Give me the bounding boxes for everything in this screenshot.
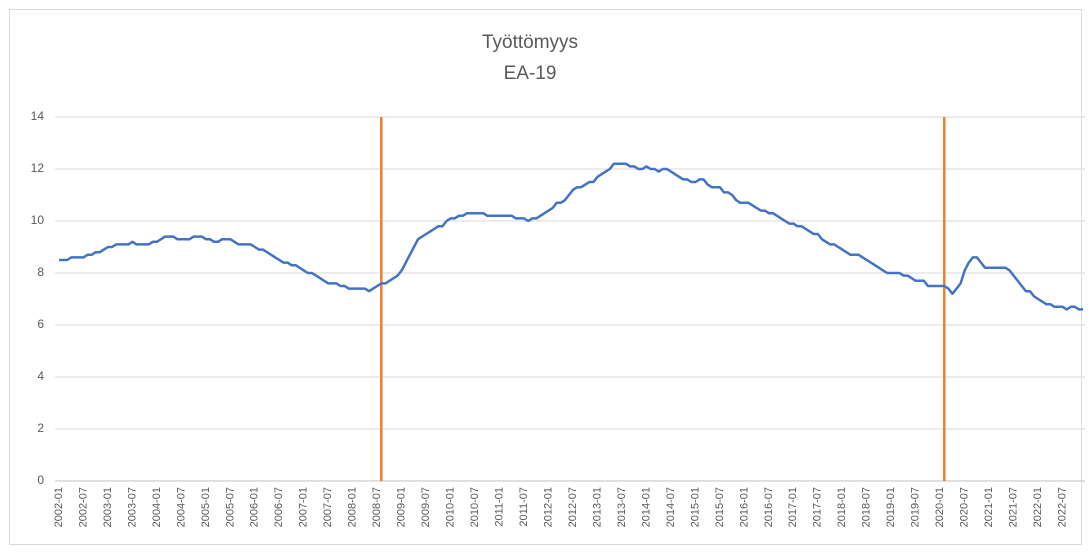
x-tick-label: 2016-07 xyxy=(763,487,775,527)
x-tick-label: 2021-07 xyxy=(1008,487,1020,527)
x-tick-label: 2005-01 xyxy=(200,487,212,527)
chart-border xyxy=(9,9,1082,545)
x-tick-label: 2012-07 xyxy=(567,487,579,527)
x-tick-label: 2014-01 xyxy=(640,487,652,527)
x-tick-label: 2010-01 xyxy=(445,487,457,527)
x-tick-label: 2021-01 xyxy=(983,487,995,527)
x-tick-label: 2018-07 xyxy=(861,487,873,527)
chart-title: Työttömyys xyxy=(482,32,578,53)
x-tick-label: 2007-01 xyxy=(298,487,310,527)
x-tick-label: 2006-01 xyxy=(249,487,261,527)
y-tick-label: 0 xyxy=(37,473,44,487)
x-tick-label: 2022-07 xyxy=(1057,487,1069,527)
x-tick-label: 2017-07 xyxy=(812,487,824,527)
x-tick-label: 2010-07 xyxy=(469,487,481,527)
x-tick-label: 2015-01 xyxy=(689,487,701,527)
y-tick-label: 2 xyxy=(37,421,44,435)
x-tick-label: 2018-01 xyxy=(836,487,848,527)
x-tick-label: 2011-07 xyxy=(518,487,530,527)
y-tick-label: 4 xyxy=(37,369,44,383)
x-tick-label: 2006-07 xyxy=(273,487,285,527)
x-tick-label: 2003-07 xyxy=(126,487,138,527)
x-tick-label: 2022-01 xyxy=(1032,487,1044,527)
y-tick-label: 8 xyxy=(37,265,44,279)
x-tick-label: 2002-07 xyxy=(77,487,89,527)
x-tick-label: 2005-07 xyxy=(224,487,236,527)
x-tick-label: 2012-01 xyxy=(542,487,554,527)
x-tick-label: 2008-07 xyxy=(371,487,383,527)
x-tick-label: 2017-01 xyxy=(787,487,799,527)
x-tick-label: 2002-01 xyxy=(53,487,65,527)
y-tick-label: 14 xyxy=(31,109,45,123)
x-tick-label: 2020-01 xyxy=(934,487,946,527)
x-tick-label: 2013-01 xyxy=(591,487,603,527)
x-tick-label: 2009-01 xyxy=(396,487,408,527)
y-tick-label: 6 xyxy=(37,317,44,331)
x-tick-label: 2004-01 xyxy=(151,487,163,527)
x-tick-label: 2016-01 xyxy=(738,487,750,527)
x-tick-label: 2014-07 xyxy=(665,487,677,527)
y-tick-label: 10 xyxy=(31,213,45,227)
x-tick-label: 2007-07 xyxy=(322,487,334,527)
chart-subtitle: EA-19 xyxy=(504,63,557,84)
x-tick-label: 2020-07 xyxy=(959,487,971,527)
x-tick-label: 2011-01 xyxy=(494,487,506,527)
x-tick-label: 2008-01 xyxy=(347,487,359,527)
x-tick-label: 2009-07 xyxy=(420,487,432,527)
line-series xyxy=(59,162,1083,311)
x-tick-label: 2019-01 xyxy=(885,487,897,527)
y-tick-label: 12 xyxy=(31,161,45,175)
x-tick-label: 2019-07 xyxy=(910,487,922,527)
x-tick-label: 2003-01 xyxy=(102,487,114,527)
x-tick-label: 2013-07 xyxy=(616,487,628,527)
x-tick-label: 2004-07 xyxy=(175,487,187,527)
x-tick-label: 2015-07 xyxy=(714,487,726,527)
